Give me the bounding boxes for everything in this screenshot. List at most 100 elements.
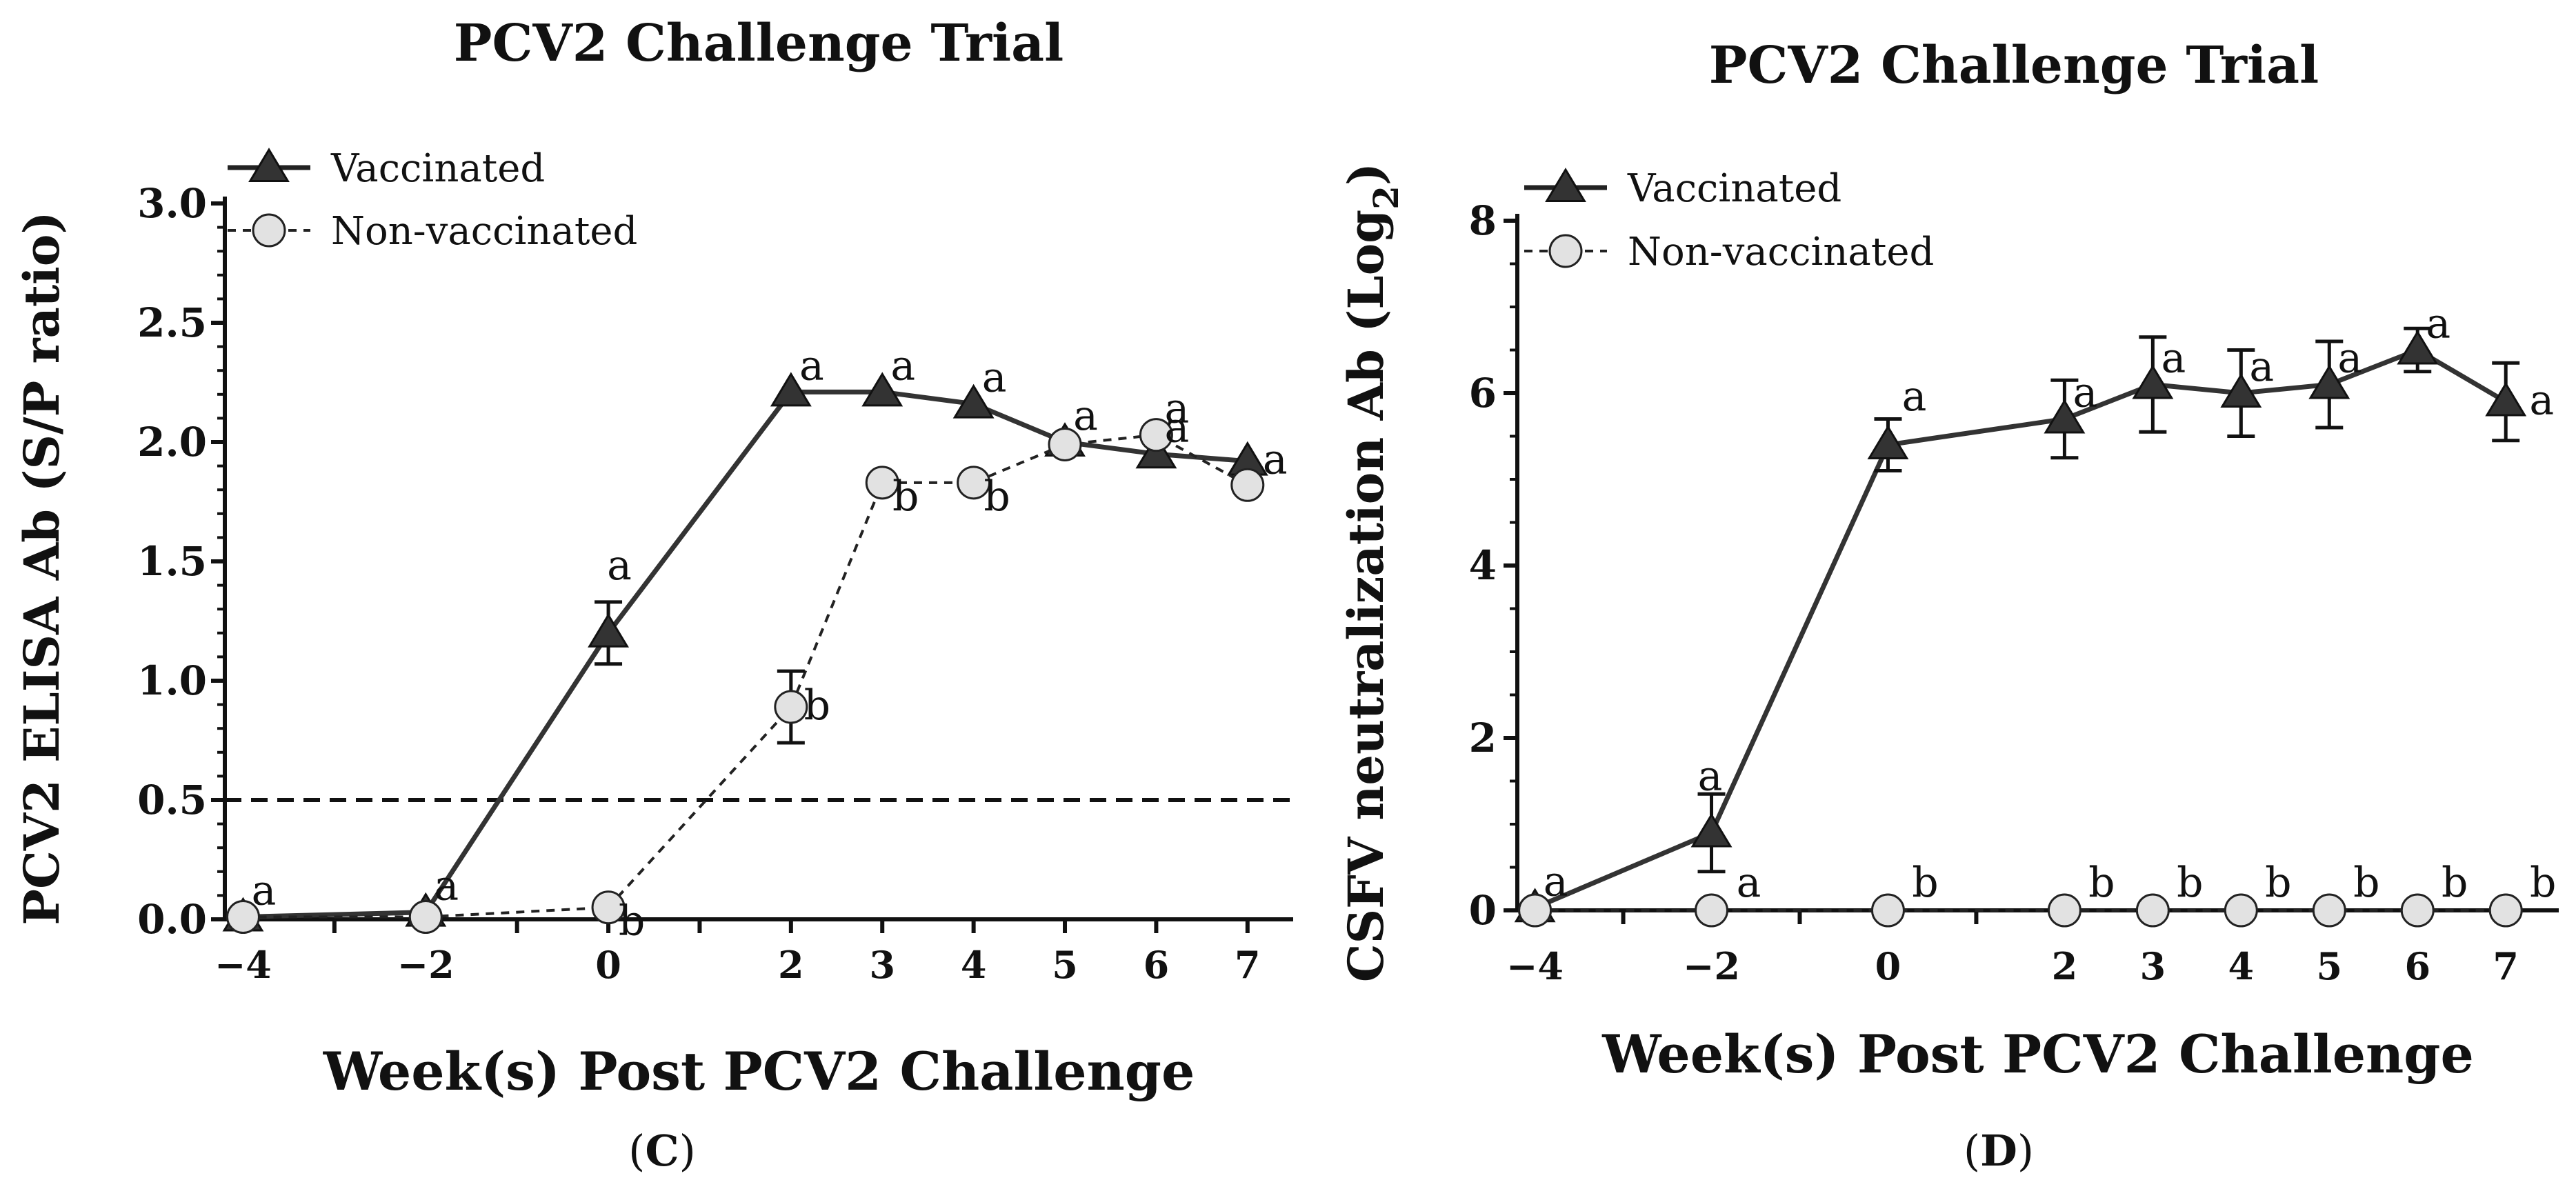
y-tick-label: 4 xyxy=(1469,542,1497,589)
y-tick-label: 6 xyxy=(1469,370,1497,417)
x-tick-label: 5 xyxy=(2316,944,2342,988)
y-tick-label: 8 xyxy=(1469,197,1497,244)
x-tick-label: 3 xyxy=(2140,944,2166,988)
significance-letter: a xyxy=(607,541,632,590)
x-axis-label: Week(s) Post PCV2 Challenge xyxy=(1601,1023,2474,1085)
legend-label: Non-vaccinated xyxy=(331,209,637,254)
x-tick-label: 0 xyxy=(1875,944,1901,988)
x-tick-label: 4 xyxy=(961,943,987,987)
x-tick-label: 7 xyxy=(1235,943,1261,987)
data-point xyxy=(1230,468,1265,502)
y-axis-label: PCV2 ELISA Ab (S/P ratio) xyxy=(13,211,70,925)
data-point xyxy=(774,690,808,724)
x-tick-label: 5 xyxy=(1052,943,1078,987)
legend-label: Vaccinated xyxy=(1627,166,1841,211)
significance-letter: a xyxy=(434,862,459,910)
data-point xyxy=(2135,893,2170,928)
data-point xyxy=(2485,381,2527,417)
data-point xyxy=(865,466,899,500)
panel-label-open: ( xyxy=(1964,1126,1980,1176)
x-tick-label: −4 xyxy=(1506,944,1564,988)
data-point xyxy=(1870,893,1905,928)
data-point xyxy=(408,900,443,935)
panel-label: (D) xyxy=(1964,1126,2034,1176)
significance-letter: a xyxy=(1544,857,1568,906)
data-point xyxy=(1139,418,1173,452)
y-tick-label: 1.0 xyxy=(137,657,207,704)
data-point xyxy=(861,372,903,407)
data-point xyxy=(2488,893,2523,928)
significance-letter: b xyxy=(2530,859,2556,907)
panel-label-letter: D xyxy=(1980,1126,2017,1176)
data-point xyxy=(2224,893,2258,928)
data-point xyxy=(2220,373,2262,408)
x-tick-label: −4 xyxy=(214,943,272,987)
y-tick-label: 2.0 xyxy=(137,419,207,466)
series-line xyxy=(243,433,1248,919)
data-point xyxy=(770,372,812,407)
significance-letter: a xyxy=(1698,752,1723,801)
significance-letter: a xyxy=(799,341,824,390)
y-tick-label: 2 xyxy=(1469,715,1497,761)
significance-letter: a xyxy=(2249,343,2274,391)
x-tick-label: 4 xyxy=(2228,944,2255,988)
significance-letter: b xyxy=(2088,859,2115,907)
x-tick-label: 2 xyxy=(778,943,804,987)
data-point xyxy=(1048,427,1082,461)
panel-label-letter: C xyxy=(645,1126,679,1176)
significance-letter: a xyxy=(1902,372,1927,421)
significance-letter: a xyxy=(2529,377,2554,425)
significance-letter: a xyxy=(2161,334,2186,383)
x-tick-label: 6 xyxy=(2404,944,2430,988)
x-axis-label: Week(s) Post PCV2 Challenge xyxy=(323,1041,1195,1102)
legend-marker xyxy=(1545,168,1586,202)
significance-letter: a xyxy=(1165,403,1190,452)
legend-marker xyxy=(252,213,286,248)
series-non-vaccinated xyxy=(226,418,1265,935)
y-tick-label: 2.5 xyxy=(137,299,207,346)
y-axis-label-close: ) xyxy=(1337,163,1395,186)
legend: Vaccinated Non-vaccinated xyxy=(1524,166,1934,274)
x-tick-label: 3 xyxy=(869,943,895,987)
significance-letter: a xyxy=(2426,300,2450,348)
data-point xyxy=(1867,425,1909,459)
significance-letter: b xyxy=(1912,859,1938,907)
panel-label-close: ) xyxy=(2017,1126,2034,1176)
y-axis-label-main: CSFV neutralization Ab (Log xyxy=(1337,210,1395,982)
data-point xyxy=(957,466,991,500)
y-tick-label: 1.5 xyxy=(137,538,207,585)
panel-label: (C) xyxy=(628,1126,696,1176)
y-tick-label: 0.0 xyxy=(137,896,207,943)
data-point xyxy=(2044,399,2086,434)
significance-letter: b xyxy=(619,897,645,946)
significance-letter: b xyxy=(984,472,1010,521)
series-vaccinated xyxy=(1514,326,2527,923)
data-point xyxy=(2397,330,2439,365)
y-axis-label-subscript: 2 xyxy=(1366,186,1406,210)
chart-title: PCV2 Challenge Trial xyxy=(454,14,1064,73)
legend: Vaccinated Non-vaccinated xyxy=(228,146,637,254)
legend-marker xyxy=(1548,234,1583,268)
significance-letter: b xyxy=(2353,859,2379,907)
data-point xyxy=(952,383,995,419)
x-tick-label: 2 xyxy=(2052,944,2078,988)
y-axis-label: CSFV neutralization Ab (Log2) xyxy=(1337,163,1406,982)
data-point xyxy=(591,890,626,925)
data-point xyxy=(1690,812,1733,848)
y-tick-label: 0.5 xyxy=(137,777,207,823)
series-non-vaccinated xyxy=(1518,893,2523,928)
x-tick-label: 7 xyxy=(2493,944,2519,988)
significance-letter: a xyxy=(890,341,915,390)
chart-panel-d: PCV2 Challenge Trial 0 2 4 6 8 −4 −2 0 2 3 4 5 6 7 Week… xyxy=(1337,36,2559,1176)
y-axis-label-main: PCV2 ELISA Ab (S/P ratio) xyxy=(13,211,70,925)
data-point xyxy=(226,900,260,935)
data-point xyxy=(2047,893,2081,928)
data-point xyxy=(2308,364,2350,399)
panel-label-close: ) xyxy=(679,1126,696,1176)
chart-panel-c: PCV2 Challenge Trial 0.0 0.5 1.0 1.5 2.0 2.5 3.… xyxy=(13,14,1293,1176)
significance-letter: b xyxy=(804,681,830,730)
significance-letter: a xyxy=(2337,334,2362,383)
significance-letter: b xyxy=(2177,859,2203,907)
significance-letter: a xyxy=(1737,859,1761,907)
